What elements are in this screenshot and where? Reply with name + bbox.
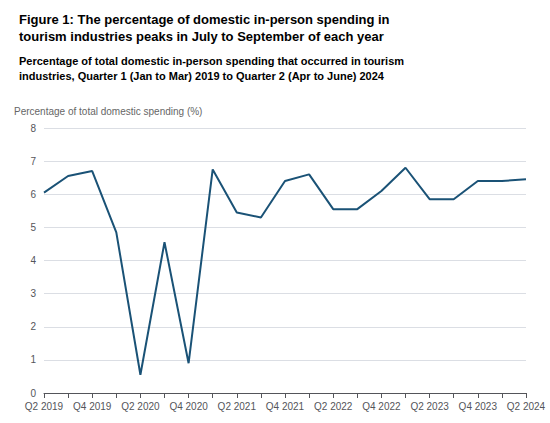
svg-text:1: 1 [30,354,36,365]
svg-text:Q2 2020: Q2 2020 [121,401,160,412]
svg-text:Q2 2019: Q2 2019 [25,401,64,412]
svg-text:Q4 2021: Q4 2021 [266,401,305,412]
svg-text:Q4 2023: Q4 2023 [459,401,498,412]
svg-text:7: 7 [30,156,36,167]
svg-text:industries, Quarter 1 (Jan to: industries, Quarter 1 (Jan to Mar) 2019 … [19,70,385,82]
svg-text:2: 2 [30,321,36,332]
svg-text:0: 0 [30,388,36,399]
svg-text:Q2 2024: Q2 2024 [507,401,546,412]
svg-text:6: 6 [30,189,36,200]
svg-text:Percentage of total domestic s: Percentage of total domestic spending (%… [14,106,202,117]
svg-text:Figure 1: The percentage of do: Figure 1: The percentage of domestic in-… [19,12,390,27]
svg-text:Q4 2020: Q4 2020 [169,401,208,412]
svg-text:Q2 2023: Q2 2023 [410,401,449,412]
svg-text:Q2 2022: Q2 2022 [314,401,353,412]
svg-text:5: 5 [30,222,36,233]
svg-text:Percentage of total domestic i: Percentage of total domestic in-person s… [19,55,404,67]
svg-text:Q4 2022: Q4 2022 [362,401,401,412]
svg-text:8: 8 [30,123,36,134]
svg-text:Q2 2021: Q2 2021 [218,401,257,412]
svg-text:3: 3 [30,288,36,299]
svg-text:Q4 2019: Q4 2019 [73,401,112,412]
svg-text:4: 4 [30,255,36,266]
svg-text:tourism industries peaks in Ju: tourism industries peaks in July to Sept… [19,29,384,44]
